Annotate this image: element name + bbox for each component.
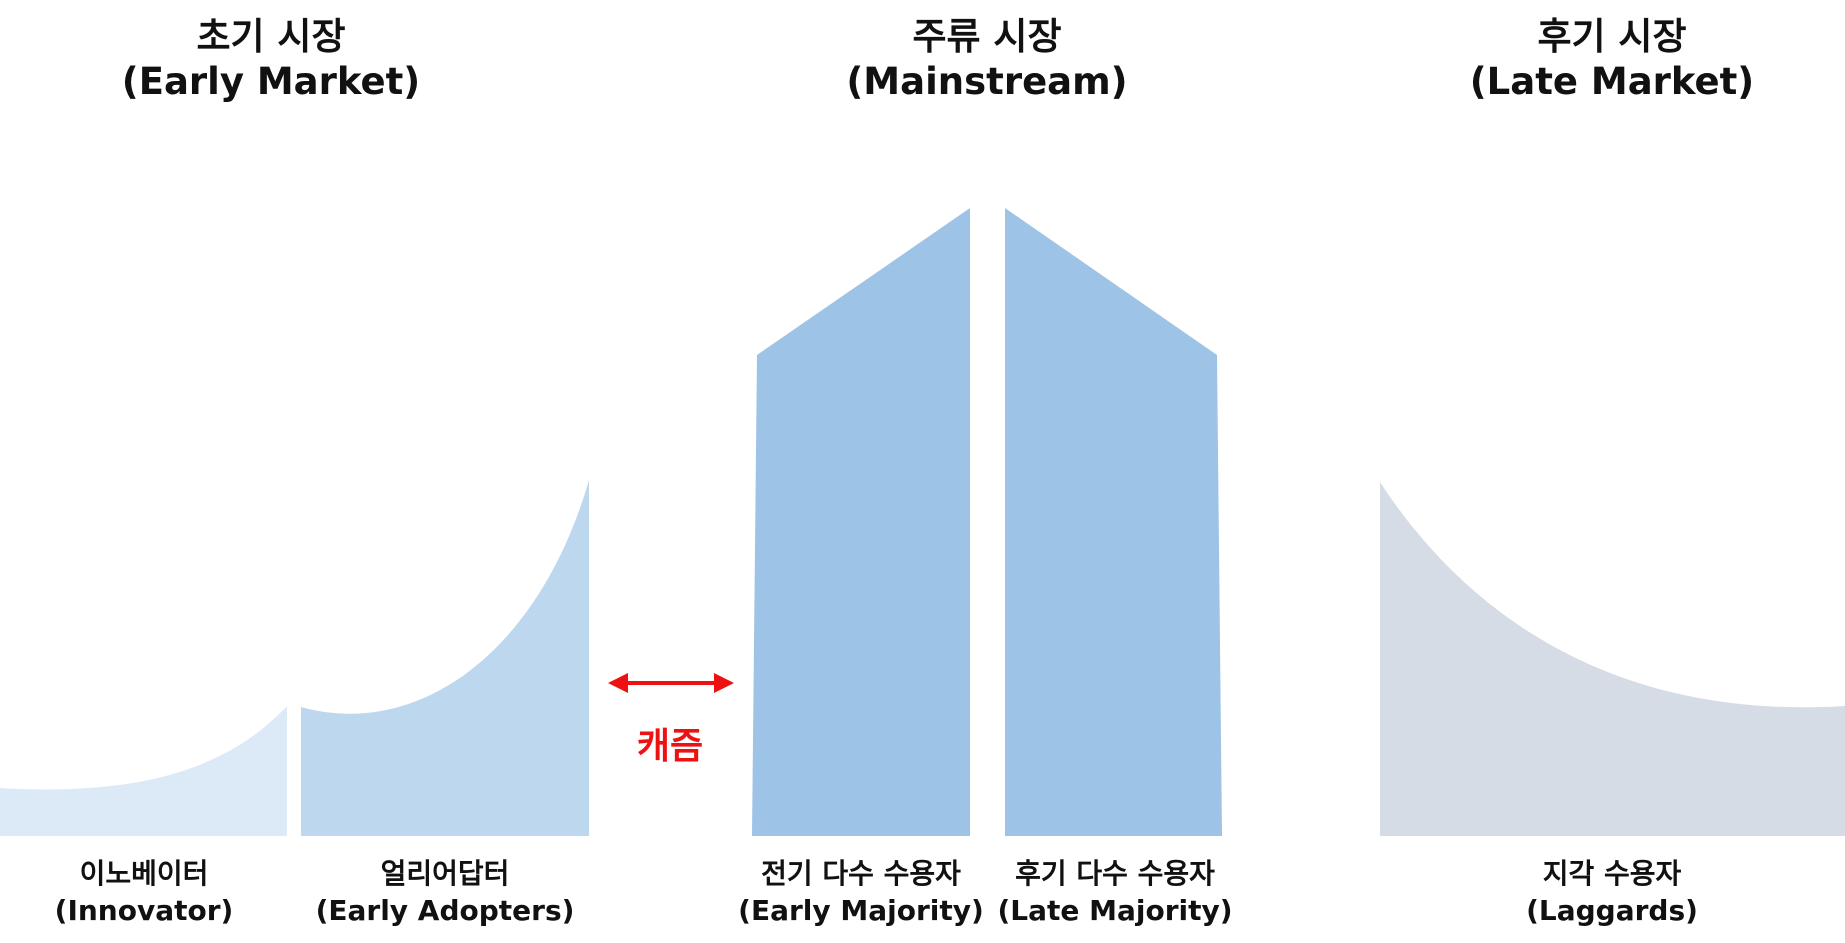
early-adopters-shape: [301, 480, 589, 836]
laggards-shape: [1380, 482, 1845, 836]
early-majority-label-ko: 전기 다수 수용자: [761, 857, 961, 890]
late-majority-label-ko: 후기 다수 수용자: [1015, 857, 1215, 890]
late-market-title: 후기 시장: [1537, 15, 1687, 58]
innovator-label-en: (Innovator): [54, 894, 234, 927]
late-majority-label: 후기 다수 수용자 (Late Majority): [965, 855, 1265, 929]
innovator-label: 이노베이터 (Innovator): [0, 855, 294, 929]
early-market-subtitle: (Early Market): [121, 60, 421, 103]
early-majority-shape: [752, 208, 970, 836]
late-market-heading: 후기 시장 (Late Market): [1402, 14, 1822, 104]
laggards-label-ko: 지각 수용자: [1542, 857, 1682, 890]
late-market-subtitle: (Late Market): [1469, 60, 1755, 103]
innovator-label-ko: 이노베이터: [79, 857, 209, 890]
early-adopters-label-ko: 얼리어답터: [380, 857, 510, 890]
innovator-shape: [0, 706, 287, 836]
mainstream-title: 주류 시장: [912, 15, 1062, 58]
mainstream-subtitle: (Mainstream): [846, 60, 1128, 103]
early-market-heading: 초기 시장 (Early Market): [61, 14, 481, 104]
early-adopters-label: 얼리어답터 (Early Adopters): [295, 855, 595, 929]
chasm-label: 캐즘: [636, 726, 704, 767]
late-majority-shape: [1005, 208, 1222, 836]
early-majority-label: 전기 다수 수용자 (Early Majority): [711, 855, 1011, 929]
early-adopters-label-en: (Early Adopters): [315, 894, 575, 927]
early-majority-label-en: (Early Majority): [738, 894, 984, 927]
mainstream-heading: 주류 시장 (Mainstream): [777, 14, 1197, 104]
late-majority-label-en: (Late Majority): [997, 894, 1233, 927]
laggards-label-en: (Laggards): [1526, 894, 1698, 927]
laggards-label: 지각 수용자 (Laggards): [1462, 855, 1762, 929]
early-market-title: 초기 시장: [196, 15, 346, 58]
